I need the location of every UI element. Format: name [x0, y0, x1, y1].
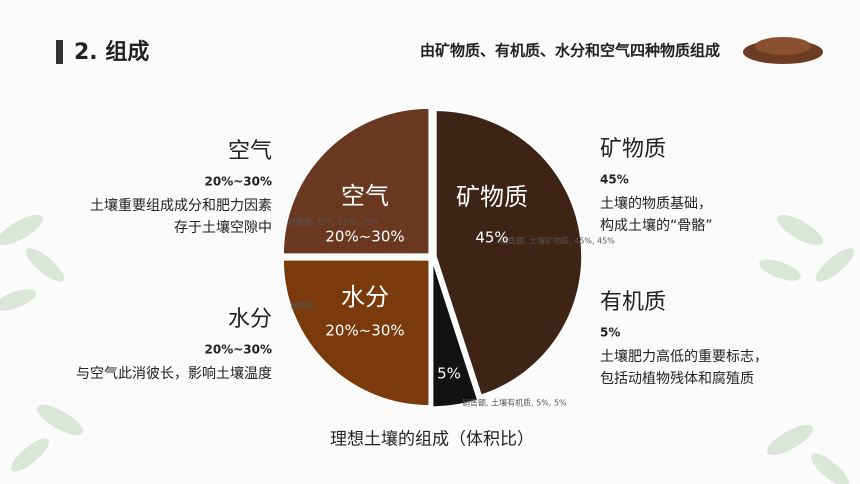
header-bar [56, 40, 63, 64]
slice-small-label: 销售额, 空气, 25%, 25% [288, 217, 379, 227]
slice-value-label: 45% [475, 229, 508, 247]
slice-value-label: 20%~30% [325, 322, 404, 340]
note-range: 20%~30% [205, 343, 273, 357]
header-subtitle: 由矿物质、有机质、水分和空气四种物质组成 [420, 42, 720, 60]
pie-slice [282, 107, 430, 255]
soil-image [755, 37, 811, 55]
note-range: 45% [600, 173, 629, 187]
slice-small-label: 销售额, 土壤矿物质, 45%, 45% [500, 236, 615, 246]
note-range: 20%~30% [205, 175, 273, 189]
slice-name: 矿物质 [456, 183, 528, 211]
note-line: 构成土壤的“骨骼” [600, 217, 713, 234]
chart-caption: 理想土壤的组成（体积比） [330, 429, 534, 450]
slice-name: 空气 [341, 182, 389, 210]
note-title: 水分 [228, 307, 272, 332]
slice-value-label: 20%~30% [325, 228, 404, 246]
note-title: 有机质 [600, 290, 666, 315]
note-title: 空气 [228, 139, 272, 164]
pie-slice [435, 109, 583, 397]
note-line: 土壤的物质基础， [600, 195, 712, 212]
leaf-decoration [0, 214, 855, 484]
note-line: 土壤肥力高低的重要标志， [600, 348, 768, 365]
slice-small-label: 销售额, 土壤有机质, 5%, 5% [462, 398, 567, 408]
header-title: 2. 组成 [74, 39, 149, 65]
note-range: 5% [600, 326, 620, 340]
slice-value-label: 5% [437, 365, 461, 383]
pie-slice [431, 260, 479, 408]
note-line: 存于土壤空隙中 [174, 219, 272, 236]
note-line: 包括动植物残体和腐殖质 [600, 370, 754, 387]
note-line: 土壤重要组成成分和肥力因素 [90, 197, 272, 214]
note-line: 与空气此消彼长，影响土壤温度 [76, 365, 272, 382]
note-title: 矿物质 [600, 137, 666, 162]
pie-slice [282, 259, 430, 407]
slice-small-label: 销售额, [290, 301, 317, 311]
slice-name: 水分 [341, 283, 389, 311]
